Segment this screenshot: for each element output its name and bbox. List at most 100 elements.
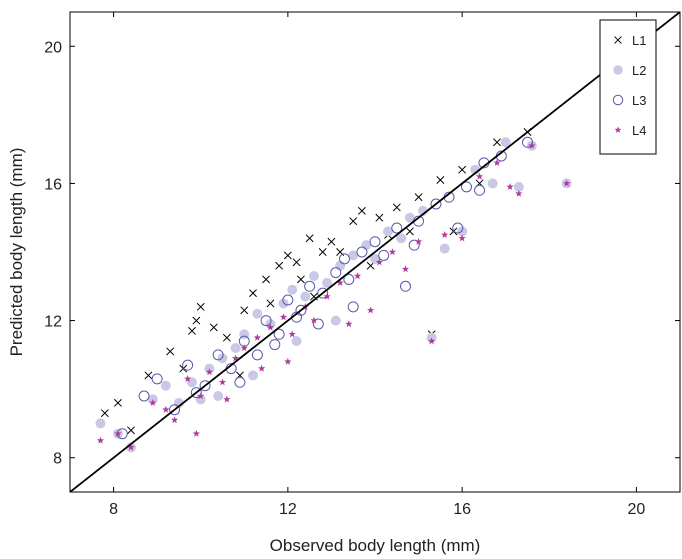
data-point (192, 316, 201, 325)
data-point (138, 390, 150, 402)
data-point (392, 203, 401, 212)
data-point (378, 249, 390, 261)
data-point (166, 347, 175, 356)
data-point (192, 429, 200, 437)
data-point (284, 357, 292, 365)
data-point (383, 226, 394, 237)
data-point (441, 231, 449, 238)
data-point (330, 315, 341, 326)
data-point (251, 349, 263, 361)
data-point (260, 315, 272, 327)
identity-reference-line (70, 12, 680, 492)
data-point (292, 258, 301, 267)
data-point (317, 287, 329, 299)
data-point (458, 165, 467, 174)
data-point (127, 426, 135, 435)
data-point (296, 275, 305, 284)
data-point (475, 172, 484, 180)
data-point (273, 328, 285, 340)
legend-marker-l4 (614, 126, 622, 133)
data-point (309, 271, 319, 281)
data-point (253, 333, 261, 341)
data-point (184, 375, 192, 382)
data-point (500, 137, 511, 148)
data-point (336, 279, 344, 286)
data-point (266, 323, 275, 331)
data-point (408, 239, 420, 251)
data-point (405, 227, 414, 236)
data-point (179, 364, 188, 373)
legend-label: L4 (632, 123, 646, 138)
data-point (457, 226, 468, 237)
data-point (401, 265, 410, 273)
data-point (563, 179, 571, 187)
data-point (458, 234, 466, 242)
y-tick-label: 12 (44, 314, 62, 331)
data-point (347, 301, 359, 313)
data-point (262, 275, 271, 284)
x-tick-label: 20 (628, 501, 646, 518)
data-point (212, 349, 224, 361)
data-point (339, 253, 350, 265)
legend-marker-l2 (613, 65, 623, 75)
data-point (428, 337, 436, 345)
data-point (275, 261, 284, 270)
data-point (439, 243, 450, 254)
data-point (506, 183, 514, 190)
data-point (288, 330, 296, 338)
data-point (222, 333, 231, 342)
legend-marker-l1 (614, 36, 622, 44)
data-point (414, 193, 423, 202)
y-tick-label: 20 (44, 39, 62, 56)
data-point (310, 316, 318, 324)
x-tick-label: 8 (109, 501, 118, 518)
data-point (213, 391, 224, 401)
data-point (300, 291, 311, 302)
legend-label: L1 (632, 33, 646, 48)
data-point (283, 251, 292, 260)
series-l4 (96, 141, 571, 451)
data-point (400, 280, 411, 292)
data-point (282, 294, 294, 306)
data-point (231, 354, 240, 362)
data-point (357, 206, 366, 215)
data-points (95, 128, 572, 453)
data-point (169, 404, 181, 416)
data-point (322, 277, 333, 288)
data-point (430, 198, 442, 210)
data-point (151, 373, 163, 385)
data-point (100, 409, 109, 418)
data-point (188, 326, 196, 335)
data-point (240, 306, 249, 315)
data-point (248, 370, 258, 381)
data-point (95, 418, 106, 429)
data-point (230, 343, 241, 353)
data-point (182, 359, 194, 371)
y-tick-label: 8 (53, 451, 62, 468)
data-point (218, 378, 227, 386)
data-point (96, 436, 105, 444)
data-point (348, 250, 359, 261)
data-point (258, 364, 266, 372)
data-point (223, 395, 231, 403)
data-point (278, 298, 289, 309)
x-axis-title: Observed body length (mm) (270, 536, 481, 555)
y-tick-label: 16 (44, 176, 62, 193)
data-point (396, 233, 407, 244)
legend-label: L3 (632, 93, 646, 108)
data-point (249, 289, 257, 298)
data-point (190, 387, 202, 399)
legend: L1 L2 L3 L4 (599, 19, 657, 155)
data-point (487, 178, 498, 189)
data-point (240, 344, 248, 352)
data-point (287, 284, 298, 295)
x-tick-label: 16 (453, 501, 471, 518)
data-point (304, 280, 316, 292)
data-point (367, 306, 375, 314)
data-point (252, 308, 263, 319)
data-point (449, 227, 458, 236)
data-point (391, 222, 403, 234)
data-point (513, 181, 524, 192)
data-point (452, 222, 464, 234)
